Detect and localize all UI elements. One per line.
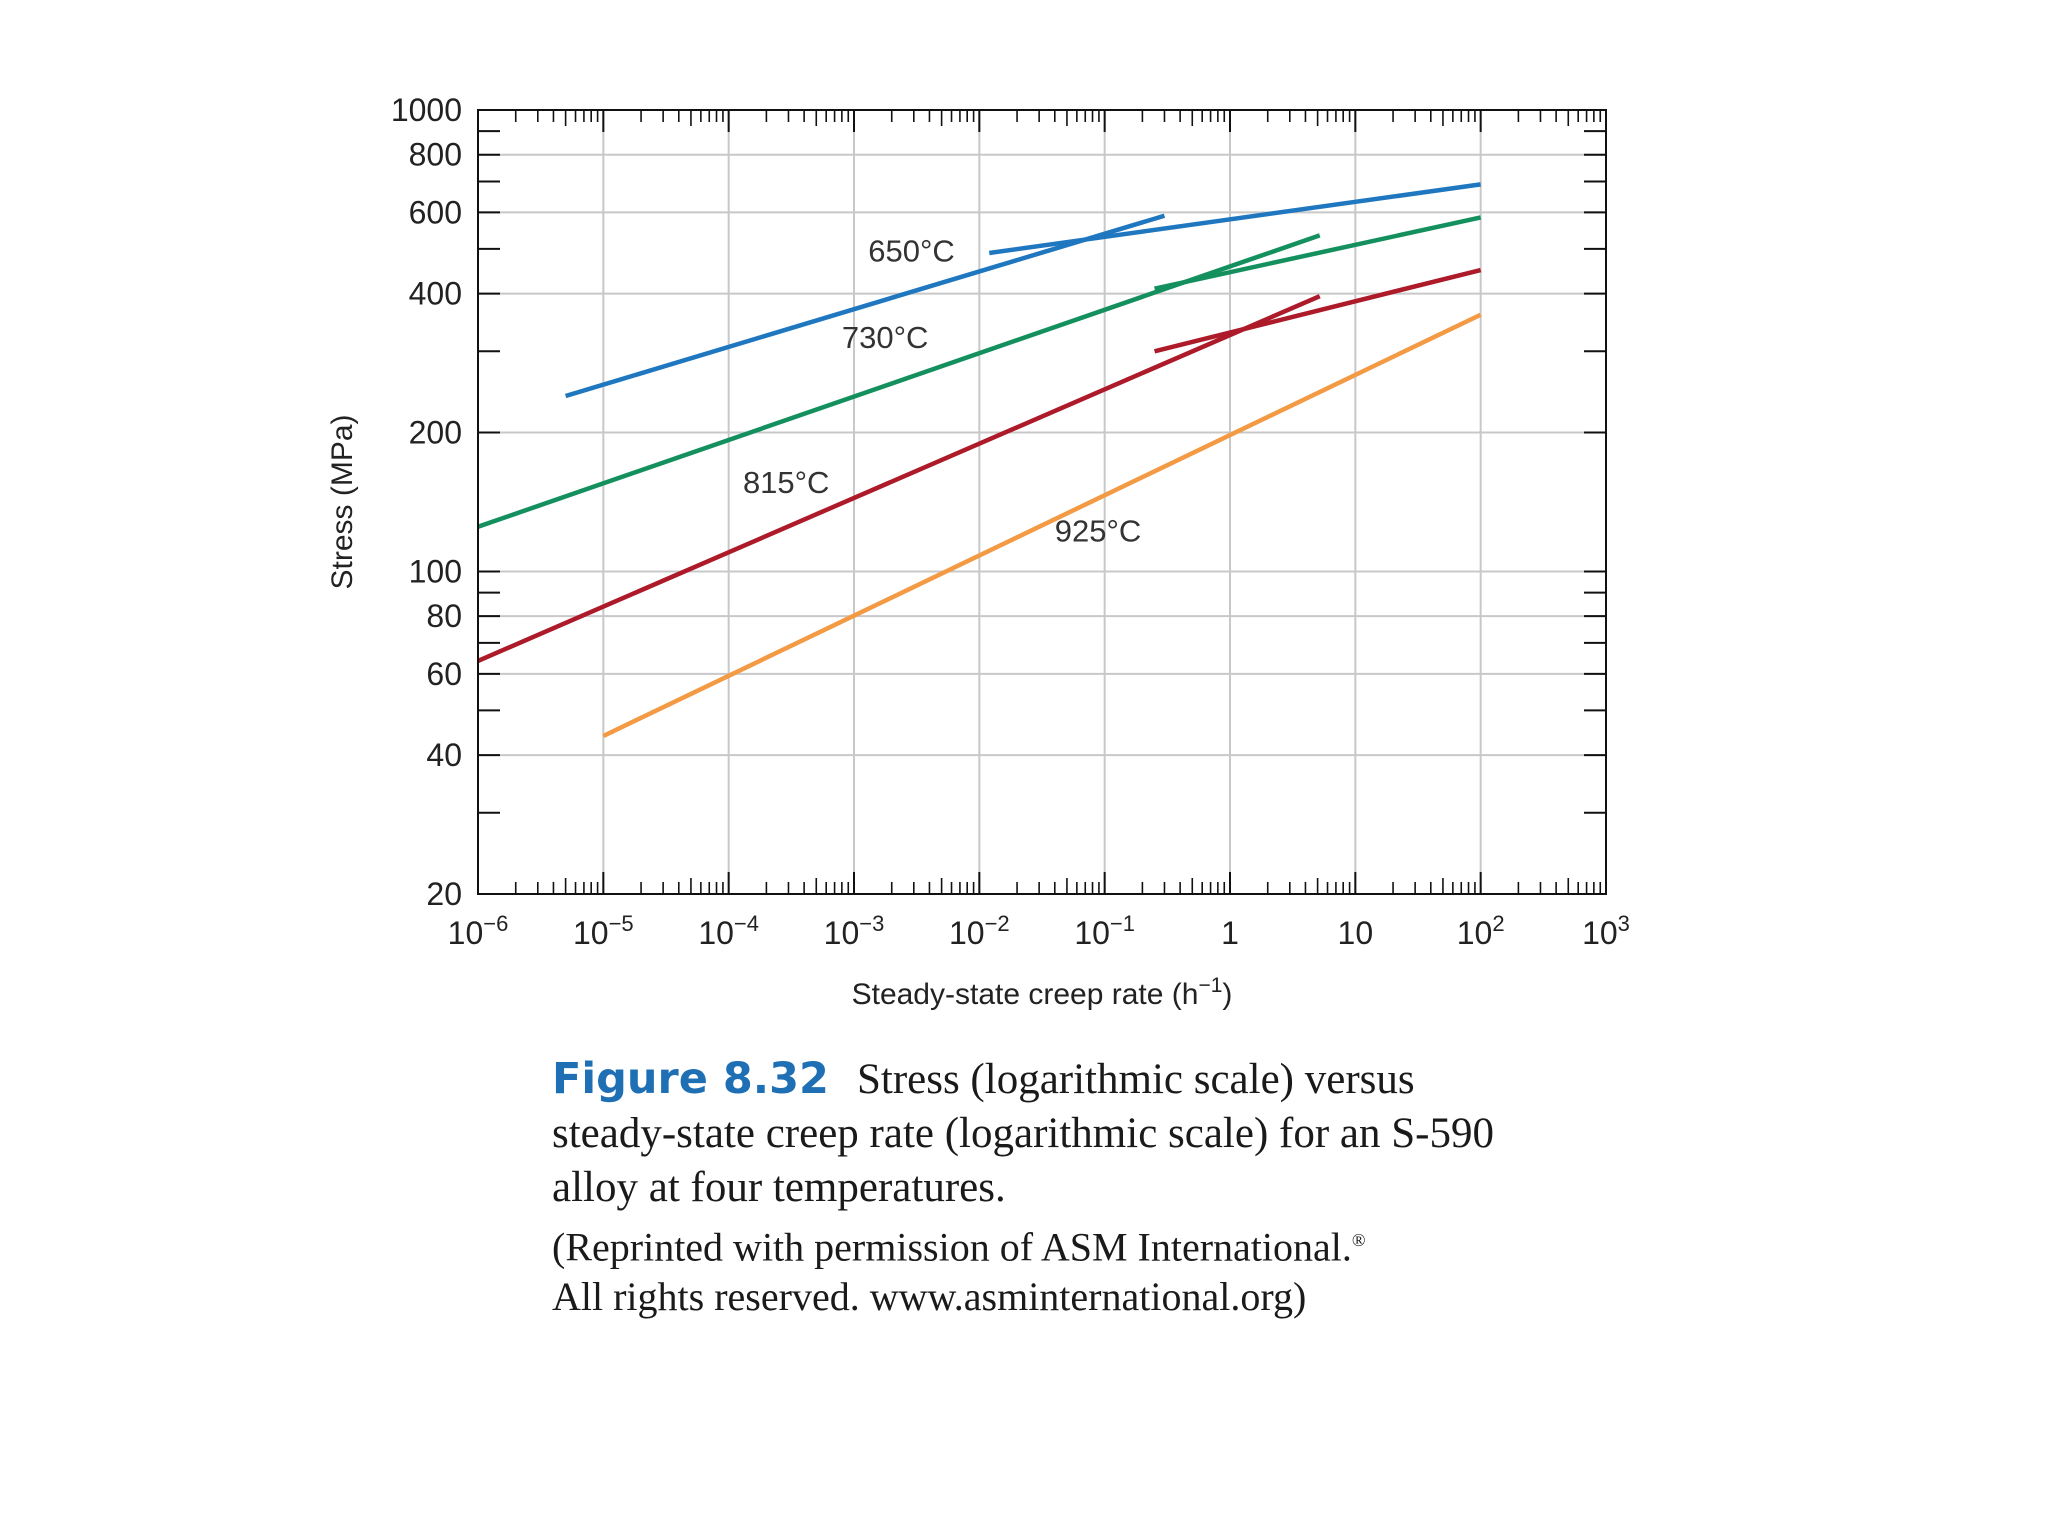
x-tick-label: 1 xyxy=(1221,915,1239,951)
y-tick-label: 100 xyxy=(409,553,462,589)
x-axis-title-close: ) xyxy=(1222,978,1232,1011)
series-line-815c xyxy=(477,294,1321,663)
credit-line-1: (Reprinted with permission of ASM Intern… xyxy=(552,1224,1352,1270)
caption-credit: (Reprinted with permission of ASM Intern… xyxy=(552,1215,1512,1322)
x-tick-base: 10 xyxy=(1582,915,1618,951)
x-tick-base: 10 xyxy=(824,915,860,951)
x-axis-title: Steady-state creep rate (h−1) xyxy=(852,974,1233,1011)
x-tick-exponent: 3 xyxy=(1618,911,1630,936)
x-tick-label: 10−2 xyxy=(949,911,1010,951)
caption-text: Stress (logarithmic scale) versus steady… xyxy=(552,1056,1494,1211)
x-tick-label: 10−1 xyxy=(1074,911,1135,951)
x-tick-label: 10−6 xyxy=(448,911,509,951)
series-label-815c: 815°C xyxy=(743,465,830,500)
x-tick-exponent: −6 xyxy=(483,911,508,936)
x-tick-base: 10 xyxy=(1074,915,1110,951)
y-tick-label: 200 xyxy=(409,415,462,451)
y-tick-label: 20 xyxy=(426,876,462,912)
figure-caption: Figure 8.32 Stress (logarithmic scale) ve… xyxy=(552,1052,1512,1322)
y-tick-label: 600 xyxy=(409,194,462,230)
y-tick-label: 60 xyxy=(426,656,462,692)
x-tick-exponent: −1 xyxy=(1110,911,1135,936)
y-tick-label: 400 xyxy=(409,276,462,312)
x-tick-label: 10−3 xyxy=(824,911,885,951)
x-tick-base: 10 xyxy=(573,915,609,951)
y-tick-label: 80 xyxy=(426,598,462,634)
x-axis-title-exponent: −1 xyxy=(1198,974,1222,997)
x-axis-title-text: Steady-state creep rate (h xyxy=(852,978,1199,1011)
x-tick-label: 102 xyxy=(1457,911,1505,951)
y-tick-label: 40 xyxy=(426,737,462,773)
x-tick-label: 10−4 xyxy=(698,911,759,951)
series-line-650c xyxy=(564,213,1166,399)
x-tick-base: 10 xyxy=(698,915,734,951)
x-tick-base: 10 xyxy=(1457,915,1493,951)
y-axis-title: Stress (MPa) xyxy=(326,414,359,589)
x-tick-exponent: −4 xyxy=(734,911,759,936)
credit-line-2: All rights reserved. www.asminternationa… xyxy=(552,1274,1307,1320)
x-tick-exponent: −3 xyxy=(859,911,884,936)
x-tick-exponent: −5 xyxy=(609,911,634,936)
series-label-925c: 925°C xyxy=(1055,514,1142,549)
y-tick-label: 1000 xyxy=(391,92,462,128)
x-tick-base: 10 xyxy=(448,915,484,951)
grid xyxy=(478,110,1606,894)
x-tick-base: 1 xyxy=(1221,915,1239,951)
series-label-650c: 650°C xyxy=(868,233,955,268)
x-tick-label: 103 xyxy=(1582,911,1630,951)
series-line-925c xyxy=(602,312,1482,739)
y-tick-label: 800 xyxy=(409,137,462,173)
series-line-650c xyxy=(988,182,1481,256)
tick-labels: 10−6 10−5 10−4 10−3 10−2 10−1 1 10 102 1031000800… xyxy=(391,92,1630,951)
series-line-815c xyxy=(1153,267,1482,354)
x-tick-exponent: 2 xyxy=(1492,911,1504,936)
series-lines: 650°C 730°C 815°C 925°C xyxy=(477,182,1482,739)
series-label-730c: 730°C xyxy=(842,320,929,355)
x-tick-base: 10 xyxy=(1338,915,1374,951)
x-tick-label: 10 xyxy=(1338,915,1374,951)
x-tick-label: 10−5 xyxy=(573,911,634,951)
ticks xyxy=(477,109,1607,895)
x-tick-exponent: −2 xyxy=(985,911,1010,936)
plot-frame xyxy=(477,109,1607,895)
figure-number: Figure 8.32 xyxy=(552,1054,829,1104)
registered-mark: ® xyxy=(1351,1230,1366,1250)
x-tick-base: 10 xyxy=(949,915,985,951)
series-line-730c xyxy=(1154,215,1482,291)
